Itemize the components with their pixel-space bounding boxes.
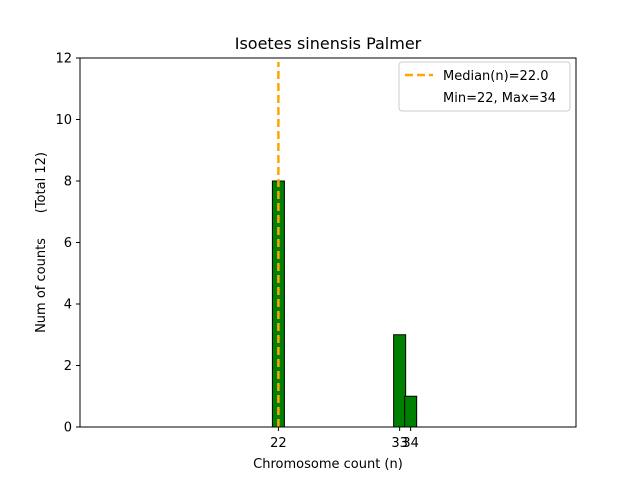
legend-frame — [398, 61, 571, 112]
y-axis-label: Num of counts (Total 12) — [34, 152, 49, 333]
y-tick-label: 6 — [64, 236, 72, 251]
chart-title: Isoetes sinensis Palmer — [235, 34, 422, 53]
legend-min-max-label: Min=22, Max=34 — [443, 91, 556, 106]
legend-median-label: Median(n)=22.0 — [443, 69, 549, 84]
y-tick-label: 8 — [64, 175, 72, 190]
histogram-bar — [404, 395, 418, 428]
y-tick-label: 0 — [64, 421, 72, 436]
histogram-bar — [393, 334, 407, 428]
y-tick-label: 10 — [55, 113, 72, 128]
x-tick-label: 22 — [270, 436, 287, 451]
x-axis-label: Chromosome count (n) — [253, 457, 403, 472]
y-tick-label: 2 — [64, 359, 72, 374]
legend: Median(n)=22.0 Min=22, Max=34 — [398, 61, 571, 112]
y-tick-label: 4 — [64, 298, 72, 313]
x-tick-label: 33 — [391, 436, 408, 451]
y-axis-ticks: 0 2 4 6 8 10 12 — [55, 52, 80, 436]
y-tick-label: 12 — [55, 52, 72, 67]
x-tick-label: 34 — [402, 436, 419, 451]
